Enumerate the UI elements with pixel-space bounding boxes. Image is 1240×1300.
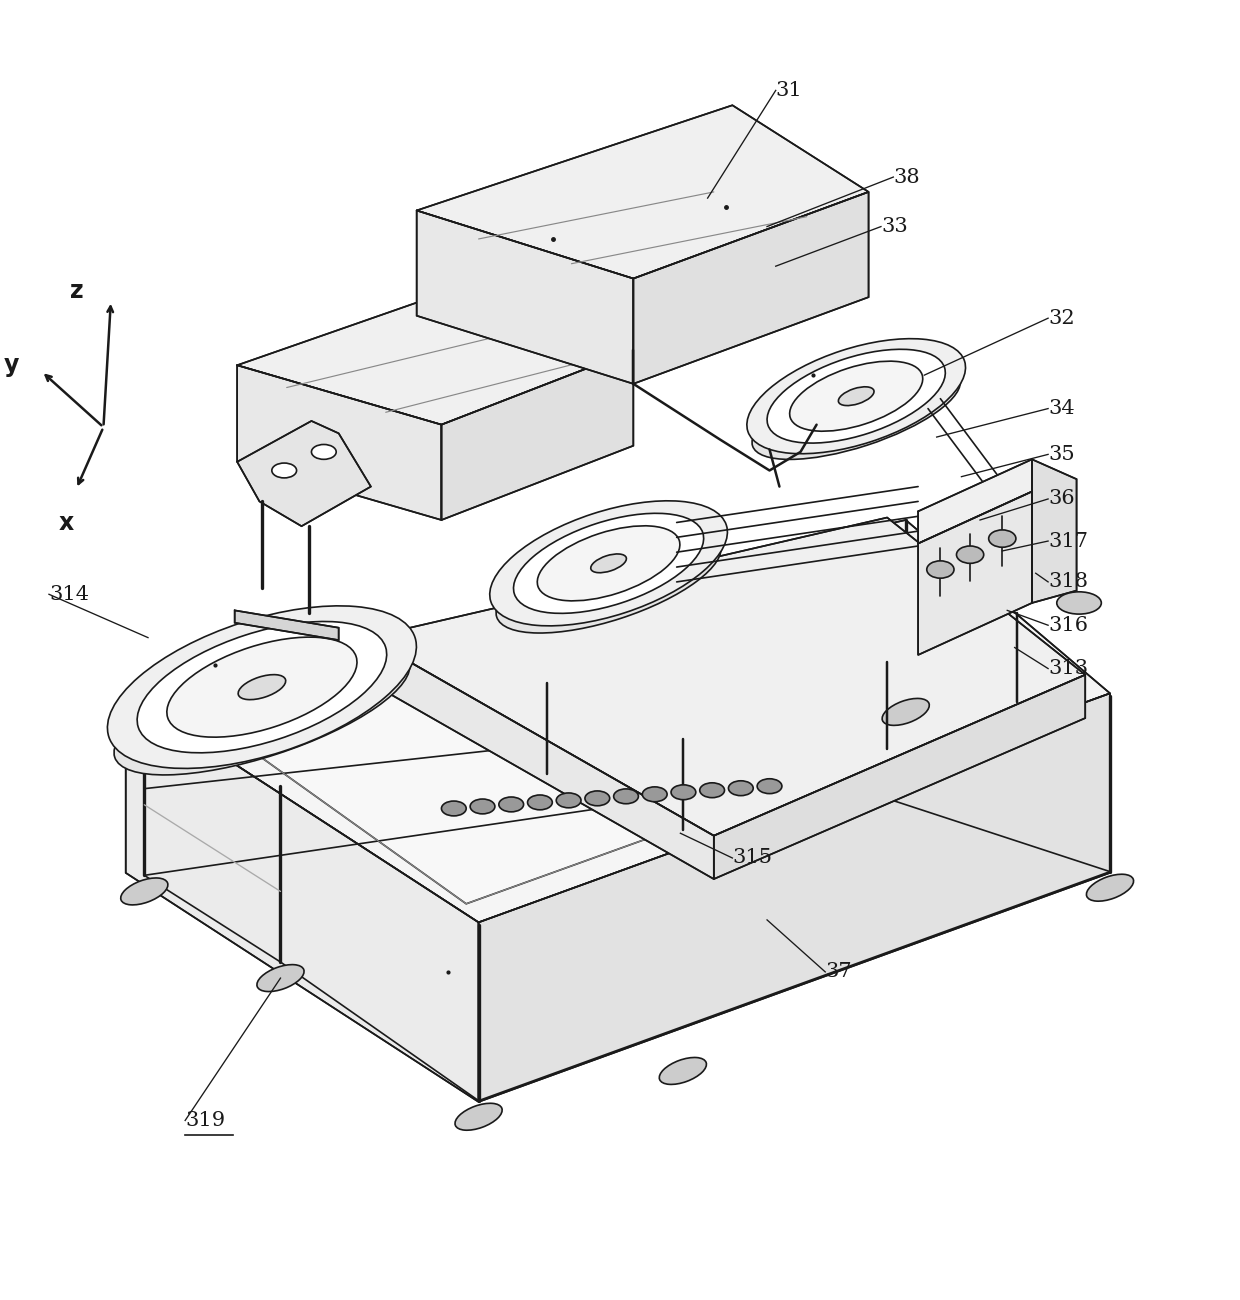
Ellipse shape — [490, 500, 728, 625]
Polygon shape — [417, 211, 634, 384]
Ellipse shape — [455, 1104, 502, 1130]
Ellipse shape — [751, 365, 960, 459]
Ellipse shape — [768, 350, 945, 443]
Ellipse shape — [590, 554, 626, 573]
Ellipse shape — [956, 546, 983, 563]
Text: 36: 36 — [1048, 490, 1075, 508]
Ellipse shape — [758, 779, 782, 793]
Ellipse shape — [660, 1057, 707, 1084]
Ellipse shape — [537, 525, 680, 601]
Ellipse shape — [441, 801, 466, 816]
Polygon shape — [234, 611, 339, 640]
Polygon shape — [237, 421, 371, 526]
Text: 317: 317 — [1048, 532, 1087, 550]
Ellipse shape — [120, 878, 167, 905]
Ellipse shape — [114, 644, 409, 775]
Ellipse shape — [699, 783, 724, 798]
Polygon shape — [918, 459, 1032, 543]
Text: 31: 31 — [776, 81, 802, 100]
Ellipse shape — [926, 560, 954, 578]
Polygon shape — [918, 491, 1032, 655]
Polygon shape — [237, 273, 634, 425]
Polygon shape — [125, 693, 479, 1102]
Text: 314: 314 — [48, 585, 89, 603]
Polygon shape — [125, 520, 1110, 923]
Text: 316: 316 — [1048, 616, 1087, 634]
Ellipse shape — [882, 698, 929, 725]
Ellipse shape — [311, 445, 336, 459]
Ellipse shape — [108, 606, 417, 768]
Text: 319: 319 — [185, 1112, 226, 1130]
Text: 32: 32 — [1048, 308, 1075, 328]
Text: 318: 318 — [1048, 572, 1087, 592]
Polygon shape — [714, 675, 1085, 879]
Ellipse shape — [585, 790, 610, 806]
Polygon shape — [417, 105, 868, 278]
Ellipse shape — [513, 514, 703, 614]
Polygon shape — [479, 693, 1110, 1102]
Ellipse shape — [257, 965, 304, 992]
Ellipse shape — [838, 387, 874, 406]
Ellipse shape — [470, 800, 495, 814]
Ellipse shape — [671, 785, 696, 800]
Text: 37: 37 — [826, 962, 852, 982]
Polygon shape — [1032, 459, 1076, 603]
Ellipse shape — [728, 781, 753, 796]
Polygon shape — [237, 365, 441, 520]
Ellipse shape — [614, 789, 639, 803]
Text: 313: 313 — [1048, 659, 1089, 679]
Text: y: y — [4, 354, 20, 377]
Ellipse shape — [167, 637, 357, 737]
Ellipse shape — [527, 796, 552, 810]
Ellipse shape — [272, 463, 296, 478]
Ellipse shape — [557, 793, 582, 807]
Text: 33: 33 — [880, 217, 908, 237]
Ellipse shape — [1086, 874, 1133, 901]
Ellipse shape — [746, 339, 966, 454]
Polygon shape — [162, 520, 1085, 903]
Ellipse shape — [988, 530, 1016, 547]
Ellipse shape — [1056, 592, 1101, 614]
Ellipse shape — [498, 797, 523, 812]
Text: 34: 34 — [1048, 399, 1075, 419]
Polygon shape — [367, 637, 714, 879]
Text: 35: 35 — [1048, 445, 1075, 464]
Polygon shape — [441, 351, 634, 520]
Polygon shape — [367, 517, 1085, 836]
Ellipse shape — [138, 621, 387, 753]
Ellipse shape — [238, 675, 285, 699]
Text: z: z — [69, 280, 83, 303]
Text: 38: 38 — [893, 168, 920, 187]
Ellipse shape — [642, 786, 667, 802]
Ellipse shape — [790, 361, 923, 432]
Ellipse shape — [496, 528, 722, 633]
Text: 315: 315 — [733, 849, 773, 867]
Polygon shape — [634, 192, 868, 384]
Text: x: x — [58, 511, 74, 536]
